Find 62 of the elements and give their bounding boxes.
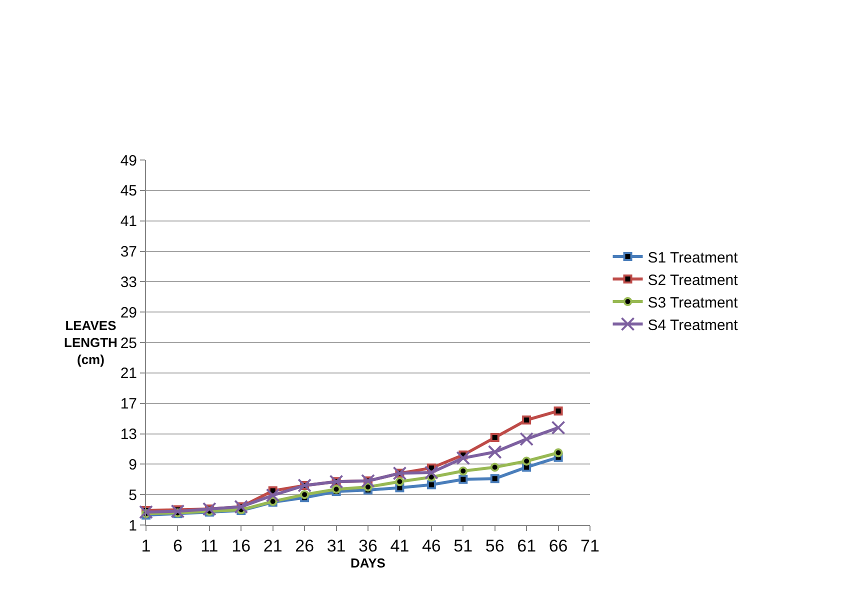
y-tick-label: 45 [120,182,137,200]
point [426,480,436,490]
y-tick-label: 49 [120,152,137,170]
point [551,420,566,435]
point [458,474,468,484]
point [554,406,563,416]
x-tick-label: 66 [548,536,568,556]
point [395,477,404,486]
x-tick-label: 21 [263,536,282,556]
x-tick-label: 1 [141,536,151,556]
point [424,466,438,480]
x-tick-label: 51 [454,536,473,556]
y-tick-label: 33 [120,274,137,291]
point [364,482,372,492]
y-tick-label: 5 [128,486,137,504]
x-tick-label: 36 [358,536,378,556]
point [361,474,375,488]
point [202,502,216,516]
point [520,432,534,446]
y-tick-label: 21 [120,365,137,382]
x-tick-label: 6 [172,536,182,556]
y-tick-label: 29 [120,304,137,322]
y-axis-title: LEAVES LENGTH (cm) [64,318,118,367]
point [522,456,532,466]
point [488,445,502,459]
x-tick-label: 31 [326,536,346,556]
point [266,488,280,502]
y-tick-label: 1 [128,517,137,534]
point [554,448,563,458]
x-axis-title: DAYS [350,555,386,570]
point [170,504,185,518]
point [139,505,153,520]
x-tick-label: 16 [232,536,251,556]
point [490,462,500,472]
point [456,451,470,466]
point [332,484,341,494]
point [490,433,500,442]
x-tick-label: 61 [517,536,536,556]
x-tick-label: 41 [390,536,410,556]
y-tick-label: 25 [120,334,137,352]
x-tick-label: 26 [295,536,314,556]
point [490,474,500,484]
point [522,416,532,425]
legend-label: S1 Treatment [648,249,739,266]
x-tick-label: 46 [422,536,441,556]
point [329,474,344,489]
point [300,490,310,500]
point [298,478,312,492]
point [234,500,248,514]
x-tick-label: 56 [485,536,504,556]
y-tick-label: 37 [120,244,137,260]
x-tick-label: 71 [580,536,600,556]
legend-label: S2 Treatment [648,272,739,289]
point [458,466,468,476]
y-tick-label: 41 [120,213,137,230]
legend-label: S4 Treatment [648,316,739,334]
point [392,466,407,480]
x-tick-label: 11 [200,536,218,556]
y-tick-label: 9 [128,456,137,474]
y-tick-label: 17 [120,396,137,413]
y-tick-label: 13 [120,426,137,443]
legend-label: S3 Treatment [648,294,739,312]
